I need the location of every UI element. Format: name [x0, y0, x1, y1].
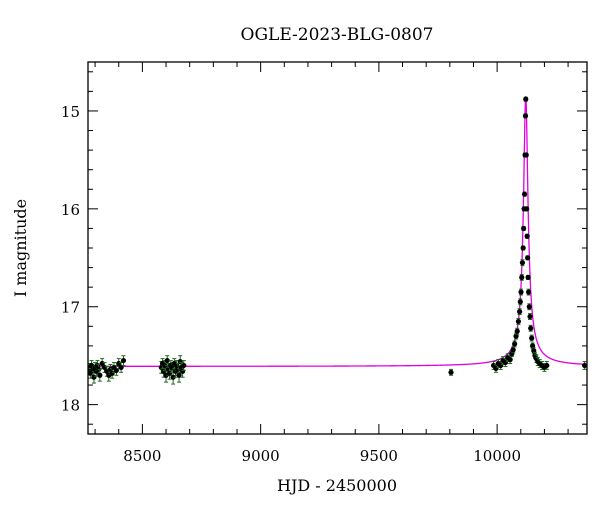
data-marker [521, 191, 528, 197]
data-marker [113, 367, 119, 373]
data-marker [528, 325, 534, 331]
data-point [519, 273, 525, 281]
data-point [521, 225, 527, 232]
data-marker [523, 96, 529, 102]
data-marker [120, 357, 127, 364]
data-marker [166, 370, 173, 376]
data-marker [518, 289, 524, 295]
data-point [523, 152, 529, 158]
data-marker [118, 364, 124, 371]
data-marker [524, 206, 530, 212]
data-marker [181, 362, 187, 369]
data-marker [170, 374, 176, 380]
data-point [113, 364, 119, 376]
data-point [515, 317, 522, 325]
data-point [448, 368, 454, 376]
data-marker [502, 359, 509, 366]
data-marker [525, 289, 532, 295]
data-point [525, 274, 531, 280]
chart-title: OGLE-2023-BLG-0807 [241, 25, 434, 45]
data-marker [164, 357, 170, 364]
data-marker [493, 365, 499, 372]
data-points [88, 96, 587, 385]
data-point [524, 206, 530, 212]
y-tick-label: 17 [61, 299, 80, 317]
data-marker [512, 341, 518, 347]
data-point [524, 233, 530, 239]
data-marker [510, 347, 516, 353]
data-point [525, 255, 531, 261]
data-point [527, 313, 533, 320]
data-point [514, 327, 520, 335]
data-point [516, 308, 523, 316]
data-point [528, 324, 534, 332]
y-tick-label: 16 [61, 201, 80, 219]
data-marker [521, 225, 527, 232]
data-marker [498, 362, 504, 369]
data-point [519, 259, 526, 267]
data-point [521, 191, 528, 197]
data-marker [519, 260, 526, 266]
data-marker [519, 274, 525, 280]
data-marker [177, 358, 183, 365]
data-point [120, 355, 127, 366]
x-tick-label: 9500 [360, 447, 398, 465]
data-point [518, 288, 524, 296]
data-marker [517, 299, 523, 305]
y-tick-label: 18 [61, 397, 80, 415]
data-marker [530, 343, 536, 349]
data-marker [515, 318, 522, 325]
data-marker [524, 233, 530, 239]
data-marker [91, 374, 97, 380]
data-point [544, 361, 550, 370]
data-point [526, 303, 532, 311]
data-marker [513, 333, 519, 339]
y-axis-label: I magnitude [11, 199, 30, 297]
data-point [517, 298, 523, 306]
data-marker [544, 362, 550, 369]
data-point [176, 367, 182, 383]
data-point [97, 368, 103, 382]
data-marker [522, 113, 529, 119]
data-marker [529, 335, 535, 341]
data-marker [520, 245, 526, 251]
axis-ticks: 8500 9000 9500 10000 15 16 17 18 [61, 62, 587, 465]
data-marker [507, 357, 513, 363]
data-marker [526, 304, 532, 310]
data-marker [516, 309, 523, 315]
data-marker [162, 362, 168, 369]
x-axis-label: HJD - 2450000 [277, 476, 397, 495]
data-point [529, 334, 535, 342]
data-marker [448, 369, 454, 375]
data-marker [97, 372, 103, 378]
data-marker [525, 255, 531, 261]
plot-area [88, 96, 587, 385]
x-tick-label: 9000 [242, 447, 280, 465]
data-point [520, 245, 526, 251]
data-marker [523, 152, 529, 158]
data-point [525, 288, 532, 296]
data-marker [527, 313, 533, 320]
model-curve [88, 96, 587, 367]
data-marker [176, 372, 182, 378]
data-point [523, 96, 529, 102]
y-tick-label: 15 [61, 103, 80, 121]
data-marker [514, 328, 520, 334]
data-marker [179, 368, 186, 374]
data-point [512, 340, 518, 348]
plot-frame [87, 61, 588, 435]
x-tick-label: 8500 [123, 447, 161, 465]
data-point [181, 360, 187, 371]
data-point [522, 113, 529, 119]
x-tick-label: 10000 [473, 447, 521, 465]
data-marker [525, 274, 531, 280]
data-marker [531, 348, 537, 354]
